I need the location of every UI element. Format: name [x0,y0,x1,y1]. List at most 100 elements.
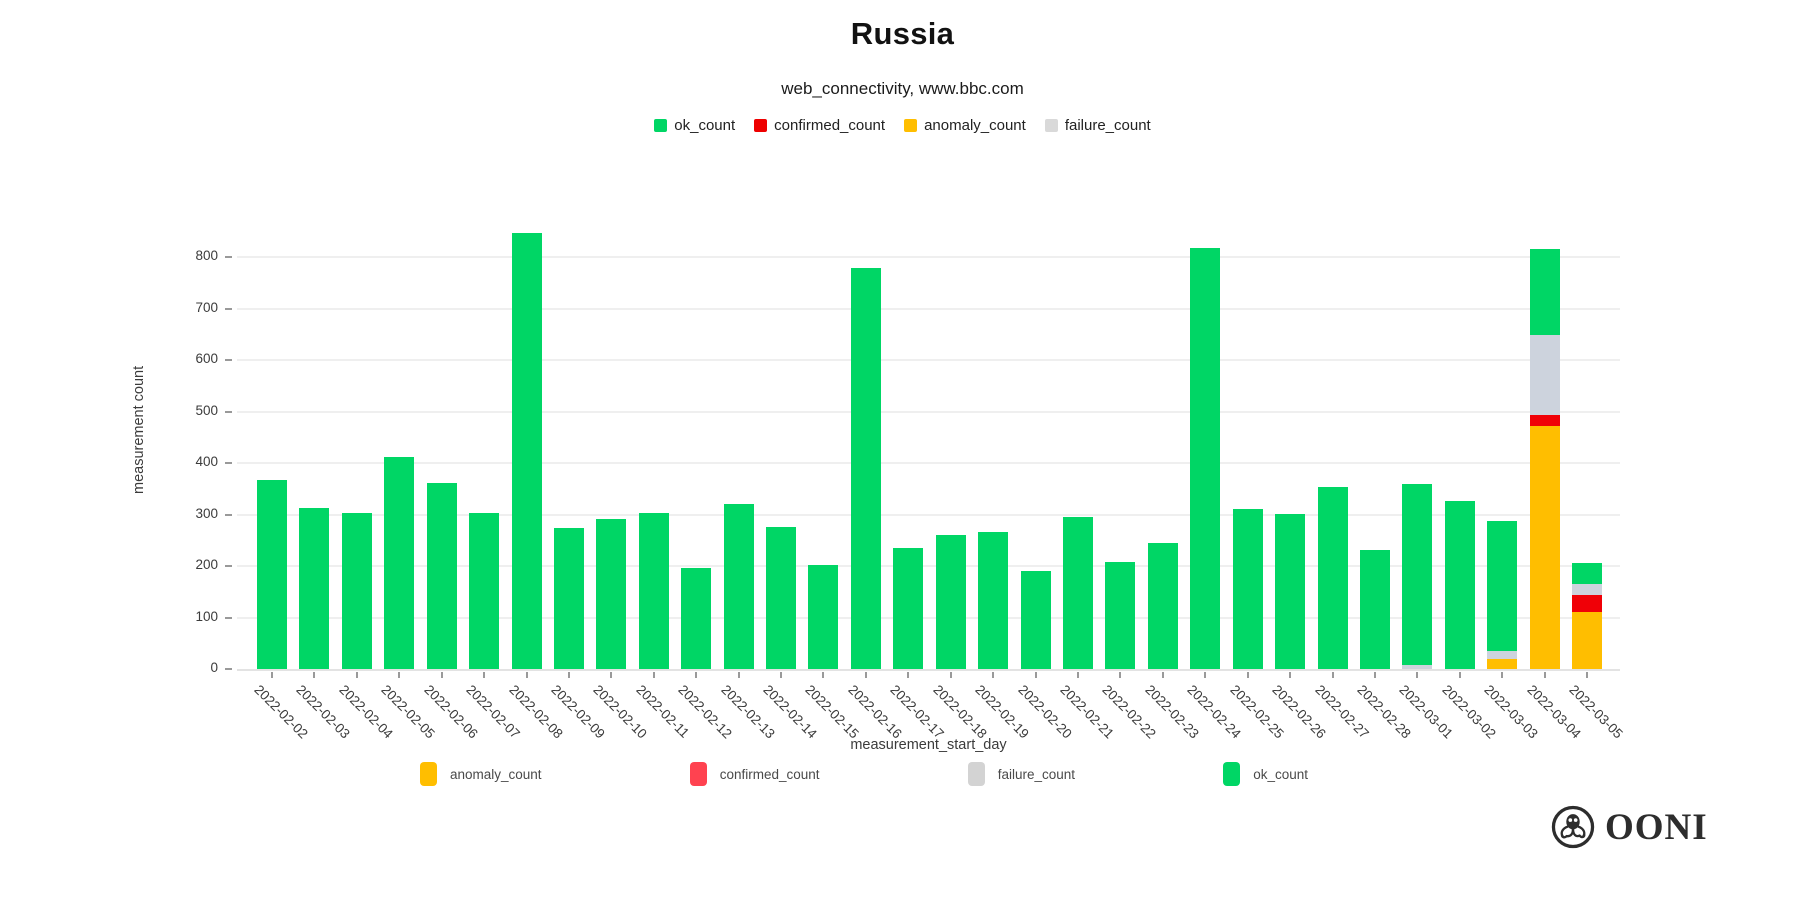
x-axis-tick [1119,672,1122,678]
y-tick-label: 100 [195,608,218,624]
x-axis-tick [440,672,443,678]
gridline-500 [237,410,1620,413]
bar-segment-failure_count-2022-03-03[interactable] [1487,651,1518,659]
x-axis-title: measurement_start_day [850,737,1007,753]
bar-segment-ok_count-2022-02-28[interactable] [1359,549,1390,669]
x-axis-tick [1501,672,1504,678]
bar-segment-ok_count-2022-02-19[interactable] [978,532,1009,669]
bar-segment-ok_count-2022-02-27[interactable] [1317,486,1348,669]
y-tick-label: 500 [195,402,218,418]
x-axis-tick [398,672,401,678]
legend-label: failure_count [997,766,1076,782]
x-axis-tick [652,672,655,678]
bar-segment-ok_count-2022-03-04[interactable] [1529,249,1560,335]
bar-segment-ok_count-2022-03-03[interactable] [1487,521,1518,651]
x-axis-line [237,669,1620,671]
bar-segment-ok_count-2022-02-03[interactable] [299,507,330,669]
legend-label: confirmed_count [774,117,886,134]
legend-item-anomaly_count: anomaly_count [420,762,542,786]
bar-segment-ok_count-2022-02-13[interactable] [723,504,754,669]
bar-segment-ok_count-2022-02-06[interactable] [426,483,457,669]
bar-segment-ok_count-2022-02-05[interactable] [384,457,415,669]
bar-segment-failure_count-2022-03-04[interactable] [1529,334,1560,415]
x-axis-tick [822,672,825,678]
gridline-800 [237,256,1620,259]
y-axis-tick [225,668,232,670]
x-axis-tick [907,672,910,678]
y-tick-label: 600 [195,351,218,367]
x-axis-tick [695,672,698,678]
y-axis-tick [225,513,232,516]
legend-label: anomaly_count [450,766,542,782]
gridline-400 [237,462,1620,465]
legend-item-anomaly_count[interactable]: anomaly_count [904,117,1026,134]
x-axis-tick [949,672,952,678]
bar-segment-ok_count-2022-02-24[interactable] [1190,248,1221,669]
gridline-200 [237,565,1620,568]
legend-item-confirmed_count: confirmed_count [689,762,820,786]
y-tick-label: 0 [210,660,218,675]
y-tick-label: 400 [195,454,218,470]
legend-swatch-confirmed_count [689,762,707,786]
bar-segment-ok_count-2022-02-08[interactable] [511,232,542,669]
bar-segment-ok_count-2022-02-20[interactable] [1020,570,1051,669]
ooni-octopus-logo-icon [1551,805,1595,849]
x-axis-tick [780,672,783,678]
legend-label: ok_count [1253,766,1308,782]
bar-segment-ok_count-2022-02-17[interactable] [893,547,924,669]
legend-item-failure_count[interactable]: failure_count [1044,117,1151,134]
x-axis-tick [1034,672,1037,678]
legend-swatch-failure_count [1044,119,1058,132]
bar-segment-failure_count-2022-03-01[interactable] [1402,665,1433,669]
legend-label: ok_count [674,117,736,134]
bar-segment-ok_count-2022-03-01[interactable] [1402,484,1433,666]
bar-segment-ok_count-2022-02-14[interactable] [766,527,797,669]
bar-segment-ok_count-2022-02-25[interactable] [1232,509,1263,669]
bar-segment-anomaly_count-2022-03-03[interactable] [1487,658,1518,669]
bar-segment-ok_count-2022-02-09[interactable] [553,528,584,669]
y-axis-tick [225,256,232,259]
bar-segment-confirmed_count-2022-03-04[interactable] [1529,414,1560,427]
x-axis-tick [271,672,273,678]
top-legend: ok_count confirmed_count anomaly_count fail… [0,117,1805,134]
x-axis-tick [992,672,995,678]
y-axis-title: measurement count [131,365,147,495]
bar-segment-anomaly_count-2022-03-05[interactable] [1572,612,1603,669]
x-axis-tick [1246,672,1249,678]
x-axis-tick [1458,672,1461,678]
chart-subtitle: web_connectivity, www.bbc.com [781,79,1024,98]
bar-segment-ok_count-2022-02-22[interactable] [1105,562,1136,669]
ooni-wordmark: OONI [1605,806,1708,848]
bar-segment-ok_count-2022-02-16[interactable] [850,268,881,669]
x-axis-tick [1161,672,1164,678]
bar-segment-ok_count-2022-02-26[interactable] [1275,514,1306,669]
y-axis-tick [225,359,232,362]
bar-segment-ok_count-2022-02-18[interactable] [935,534,966,669]
bar-segment-ok_count-2022-02-23[interactable] [1147,542,1178,669]
y-tick-label: 700 [195,299,218,315]
bar-segment-ok_count-2022-02-15[interactable] [808,565,839,669]
bar-segment-confirmed_count-2022-03-05[interactable] [1572,595,1603,613]
y-axis-tick [225,410,232,413]
gridline-600 [237,359,1620,362]
bar-segment-ok_count-2022-02-10[interactable] [596,518,627,669]
bar-segment-failure_count-2022-03-05[interactable] [1572,584,1603,596]
y-axis-tick [225,462,232,465]
bar-segment-ok_count-2022-03-02[interactable] [1444,501,1475,669]
legend-item-confirmed_count[interactable]: confirmed_count [754,117,885,134]
bar-segment-ok_count-2022-02-04[interactable] [341,512,372,669]
x-axis-tick [1289,672,1292,678]
y-axis-tick [225,616,232,619]
bar-segment-ok_count-2022-02-02[interactable] [257,479,287,669]
bar-segment-anomaly_count-2022-03-04[interactable] [1529,426,1560,669]
x-axis-tick [313,672,316,678]
bar-segment-ok_count-2022-02-11[interactable] [638,512,669,669]
x-axis-tick [525,672,528,678]
x-axis-tick [737,672,740,678]
bar-segment-ok_count-2022-03-05[interactable] [1572,562,1603,585]
x-axis-tick [1416,672,1419,678]
legend-item-ok_count[interactable]: ok_count [654,117,735,134]
bar-segment-ok_count-2022-02-07[interactable] [469,513,500,669]
bar-segment-ok_count-2022-02-21[interactable] [1062,516,1093,669]
bar-segment-ok_count-2022-02-12[interactable] [681,567,712,669]
